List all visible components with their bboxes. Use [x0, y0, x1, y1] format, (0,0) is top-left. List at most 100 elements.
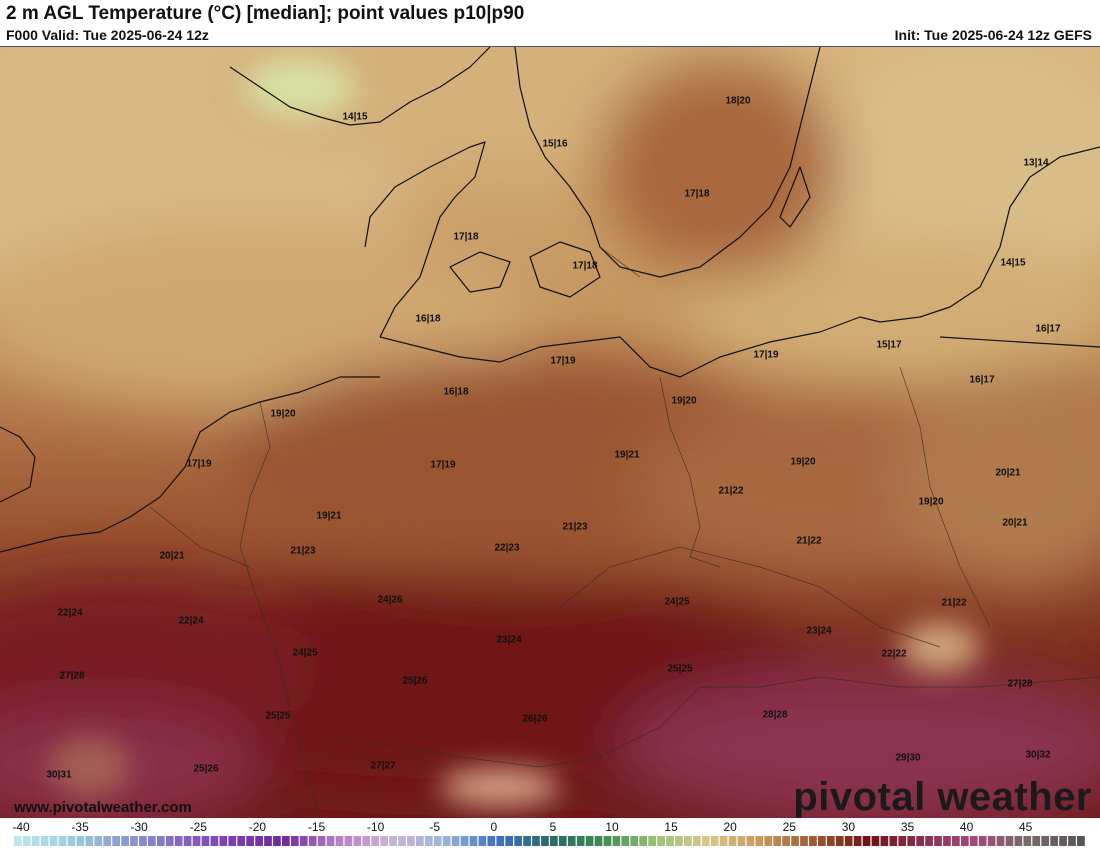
legend-color-swatch — [273, 836, 281, 846]
legend-color-swatch — [416, 836, 424, 846]
init-time: Init: Tue 2025-06-24 12z GEFS — [894, 27, 1092, 43]
point-value-label: 14|15 — [1000, 257, 1026, 269]
legend-color-swatch — [424, 836, 433, 846]
legend-color-swatch — [952, 836, 960, 846]
temperature-map[interactable]: 14|15 15|16 18|20 13|14 17|18 17|18 17|18 14|15… — [0, 46, 1100, 819]
legend-color-swatch — [255, 836, 263, 846]
legend-color-swatch — [737, 836, 746, 846]
legend-color-swatch — [1032, 836, 1041, 846]
legend-color-swatch — [165, 836, 174, 846]
legend-color-swatch — [58, 836, 67, 846]
point-value-label: 24|25 — [292, 647, 318, 659]
legend-color-swatch — [371, 836, 380, 846]
point-value-label: 19|20 — [918, 496, 944, 508]
legend-color-swatch — [148, 836, 156, 846]
legend-color-swatch — [282, 836, 290, 846]
point-value-label: 28|28 — [762, 709, 788, 721]
legend-color-swatch — [871, 836, 880, 846]
point-value-label: 23|24 — [806, 625, 832, 637]
legend-color-swatch — [210, 836, 219, 846]
legend-color-swatch — [460, 836, 469, 846]
legend-color-swatch — [1041, 836, 1050, 846]
point-value-label: 21|23 — [562, 521, 588, 533]
legend-color-swatch — [666, 836, 674, 846]
point-value-label: 13|14 — [1023, 157, 1049, 169]
point-value-label: 17|18 — [684, 188, 710, 200]
website-url: www.pivotalweather.com — [14, 799, 192, 816]
legend-color-swatch — [112, 836, 120, 846]
legend-color-swatch — [1005, 836, 1014, 846]
legend-color-swatch — [844, 836, 853, 846]
legend-color-swatch — [14, 836, 22, 846]
legend-color-swatch — [1068, 836, 1076, 846]
legend-tick-label: -35 — [71, 820, 89, 834]
legend-tick-label: -15 — [307, 820, 326, 834]
legend-color-swatch — [505, 836, 514, 846]
legend-color-swatch — [264, 836, 272, 846]
legend-color-swatch — [934, 836, 942, 846]
legend-color-swatch — [960, 836, 969, 846]
legend-color-swatch — [335, 836, 344, 846]
legend-color-swatch — [362, 836, 371, 846]
legend-color-swatch — [121, 836, 129, 846]
legend-tick-label: 10 — [605, 820, 619, 834]
legend-color-swatch — [523, 836, 531, 846]
point-value-label: 19|21 — [614, 449, 640, 461]
point-value-label: 19|20 — [671, 395, 697, 407]
point-value-label: 25|25 — [667, 663, 693, 675]
legend-color-swatch — [326, 836, 335, 846]
map-graphic — [0, 47, 1100, 819]
legend-color-swatch — [719, 836, 728, 846]
legend-color-swatch — [585, 836, 594, 846]
point-value-label: 23|24 — [496, 634, 522, 646]
legend-color-swatch — [442, 836, 451, 846]
legend-tick-label: 35 — [900, 820, 915, 834]
legend-color-swatch — [22, 836, 31, 846]
legend-color-swatch — [317, 836, 326, 846]
point-value-label: 21|22 — [718, 485, 744, 497]
legend-color-swatch — [219, 836, 228, 846]
legend-color-swatch — [353, 836, 362, 846]
legend-tick-label: 30 — [841, 820, 856, 834]
legend-color-swatch — [684, 836, 692, 846]
legend-color-swatch — [67, 836, 76, 846]
point-value-label: 22|22 — [881, 648, 907, 660]
point-value-label: 16|17 — [1035, 323, 1061, 335]
legend-color-swatch — [389, 836, 397, 846]
point-value-label: 22|24 — [57, 607, 83, 619]
legend-tick-labels: -40 -35 -30 -25 -20 -15 -10 -5 0 5 10 15 20 25 30 35 40 4… — [0, 820, 1100, 834]
legend-color-swatch — [308, 836, 317, 846]
legend-color-swatch — [996, 836, 1005, 846]
point-value-label: 19|21 — [316, 510, 342, 522]
legend-color-swatch — [451, 836, 460, 846]
legend-tick-label: 0 — [490, 820, 498, 834]
point-value-label: 15|16 — [542, 138, 568, 150]
legend-color-swatch — [800, 836, 808, 846]
legend-color-swatch — [174, 836, 183, 846]
point-value-label: 17|18 — [453, 231, 479, 243]
legend-color-swatch — [541, 836, 549, 846]
legend-color-swatch — [192, 836, 201, 846]
point-value-label: 27|27 — [370, 760, 396, 772]
point-value-label: 30|32 — [1025, 749, 1051, 761]
point-value-label: 21|22 — [941, 597, 967, 609]
legend-tick-label: -25 — [189, 820, 207, 834]
legend-tick-label: 20 — [723, 820, 737, 834]
legend-color-swatch — [898, 836, 907, 846]
legend-color-swatch — [246, 836, 254, 846]
point-value-label: 17|19 — [186, 458, 212, 470]
legend-tick-label: 15 — [664, 820, 678, 834]
point-value-label: 17|19 — [753, 349, 779, 361]
legend-color-swatch — [987, 836, 996, 846]
legend-tick-label: -40 — [12, 820, 30, 834]
point-value-label: 27|28 — [1007, 678, 1033, 690]
legend-color-swatch — [156, 836, 165, 846]
pivotal-weather-logo: pivotal weather — [793, 775, 1092, 819]
legend-tick-label: -30 — [130, 820, 148, 834]
legend-color-swatch — [532, 836, 540, 846]
point-value-label: 17|19 — [550, 355, 576, 367]
legend-color-swatch — [139, 836, 147, 846]
legend-tick-label: -5 — [429, 820, 441, 834]
legend-color-swatch — [639, 836, 648, 846]
point-value-label: 24|25 — [664, 596, 690, 608]
